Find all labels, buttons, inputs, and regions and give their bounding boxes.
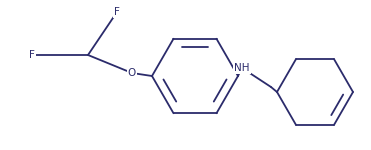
Text: NH: NH [234,63,250,73]
Text: F: F [29,50,35,60]
Text: O: O [128,68,136,78]
Text: F: F [114,7,120,17]
